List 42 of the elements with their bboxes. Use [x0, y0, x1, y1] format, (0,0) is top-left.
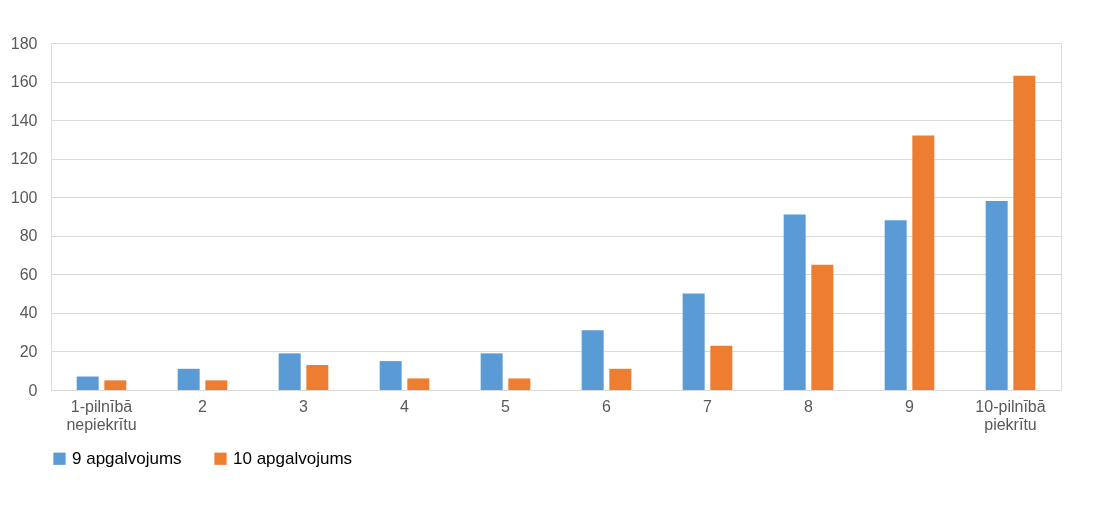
x-tick-label: 3: [299, 397, 309, 415]
bar: [104, 380, 127, 390]
y-tick-label: 20: [19, 342, 38, 360]
x-tick-label: 7: [703, 397, 713, 415]
x-tick-label: 8: [804, 397, 814, 415]
bar: [508, 378, 531, 390]
y-tick-label: 40: [19, 304, 38, 322]
legend-label: 10 apgalvojums: [233, 448, 353, 468]
bar: [884, 220, 907, 390]
x-tick-label: 10-pilnībā piekrītu: [975, 397, 1046, 433]
x-tick-label: 4: [400, 397, 410, 415]
y-tick-label: 120: [10, 150, 38, 168]
bar: [682, 293, 705, 390]
bar: [306, 364, 329, 390]
x-tick-label: 6: [602, 397, 612, 415]
y-tick-label: 180: [10, 34, 38, 52]
x-tick-label: 2: [198, 397, 208, 415]
bar: [985, 201, 1008, 390]
bar: [609, 368, 632, 390]
legend-label: 9 apgalvojums: [72, 448, 182, 468]
bar: [76, 376, 99, 390]
bar: [710, 345, 733, 390]
bar: [177, 368, 200, 390]
bar: [278, 353, 301, 390]
x-tick-label: 5: [501, 397, 511, 415]
bar: [407, 378, 430, 390]
bar: [912, 135, 935, 390]
y-tick-label: 160: [10, 73, 38, 91]
bar: [1013, 75, 1036, 390]
x-tick-label: 1-pilnībā nepiekrītu: [66, 397, 137, 433]
y-tick-label: 100: [10, 188, 38, 206]
x-tick-label: 9: [905, 397, 915, 415]
y-tick-label: 80: [19, 227, 38, 245]
bar: [811, 264, 834, 390]
bar: [480, 353, 503, 390]
bar: [581, 330, 604, 390]
y-tick-label: 60: [19, 265, 38, 283]
bar: [205, 380, 228, 390]
bar: [783, 214, 806, 390]
bar: [379, 361, 402, 390]
y-tick-label: 0: [28, 381, 38, 399]
y-tick-label: 140: [10, 111, 38, 129]
